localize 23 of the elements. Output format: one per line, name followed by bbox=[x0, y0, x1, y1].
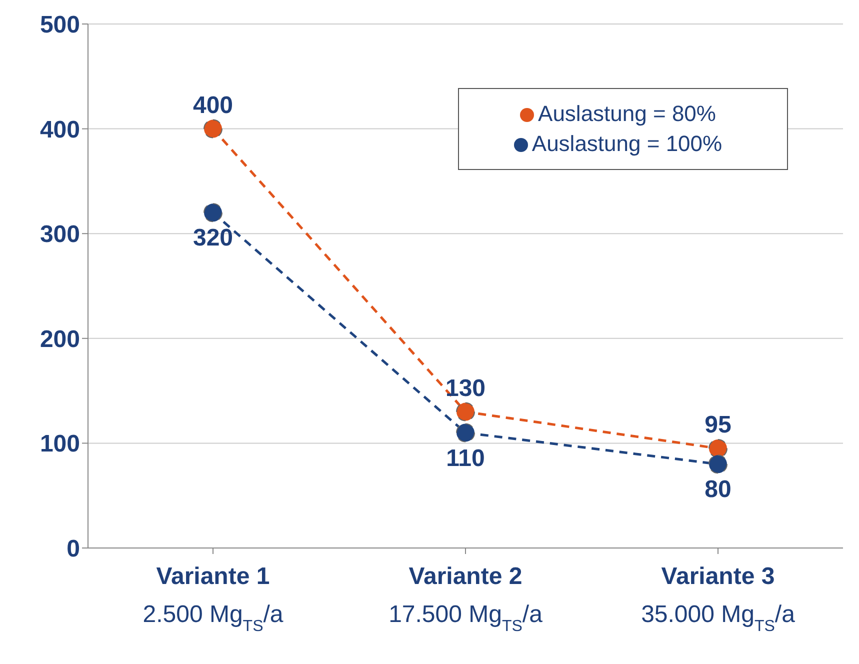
y-tick-label: 0 bbox=[66, 536, 80, 563]
point bbox=[708, 438, 728, 458]
y-tick-label: 400 bbox=[40, 116, 80, 144]
data-label: 320 bbox=[192, 224, 234, 252]
data-label: 110 bbox=[446, 444, 485, 472]
y-tick-label: 100 bbox=[40, 430, 80, 458]
point bbox=[204, 119, 222, 138]
legend-label: Auslastung = 80% bbox=[538, 101, 716, 126]
data-label: 400 bbox=[192, 92, 234, 119]
point bbox=[456, 423, 475, 442]
point bbox=[456, 402, 475, 422]
point bbox=[204, 203, 222, 222]
data-label: 130 bbox=[445, 374, 486, 402]
x-tick-label: Variante 1 2.500 Mg$_{TS}$/a bbox=[142, 563, 284, 634]
y-tick-label: 500 bbox=[40, 12, 80, 39]
x-tick-label: Variante 3 35.000 Mg$_{TS}$/a bbox=[641, 563, 796, 634]
y-tick-label: 200 bbox=[40, 326, 80, 353]
y-tick-label: 300 bbox=[40, 221, 80, 248]
data-label: 95 bbox=[704, 411, 732, 438]
data-label: 80 bbox=[704, 476, 732, 504]
point bbox=[708, 454, 728, 474]
legend-label: Auslastung = 100% bbox=[532, 131, 722, 156]
x-tick-label: Variante 2 17.500 Mg$_{TS}$/a bbox=[388, 563, 544, 634]
